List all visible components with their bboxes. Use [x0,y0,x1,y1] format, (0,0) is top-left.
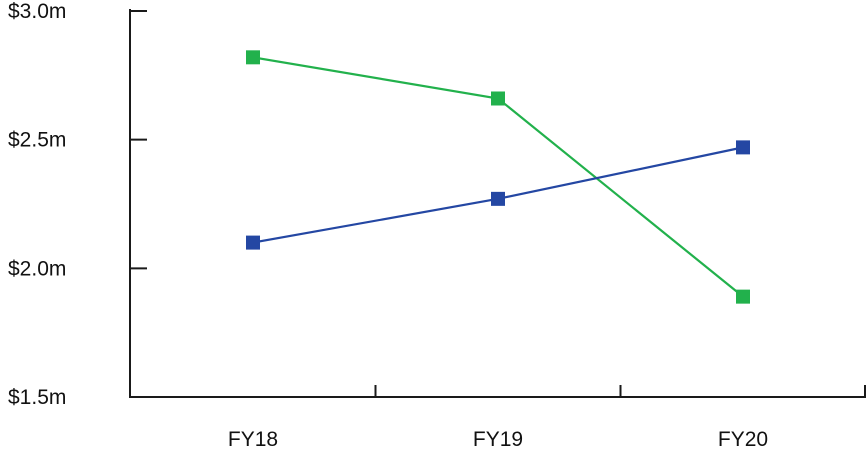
series-point [246,50,260,65]
series-point [491,191,505,206]
x-tick-label: FY20 [718,428,768,449]
y-tick-label: $2.5m [8,129,66,152]
series-point [736,289,750,304]
series-layer [246,50,750,304]
y-tick-label: $2.0m [8,257,66,280]
series-point [491,91,505,106]
series-point [736,140,750,155]
y-tick-label: $1.5m [8,386,66,409]
series-point [246,235,260,250]
x-tick-label: FY18 [228,428,278,449]
x-tick-label: FY19 [473,428,523,449]
y-tick-label: $3.0m [8,0,66,23]
x-axis-ticks: FY18 FY19 FY20 [228,385,866,449]
y-axis-ticks: $3.0m $2.5m $2.0m $1.5m [8,0,147,409]
